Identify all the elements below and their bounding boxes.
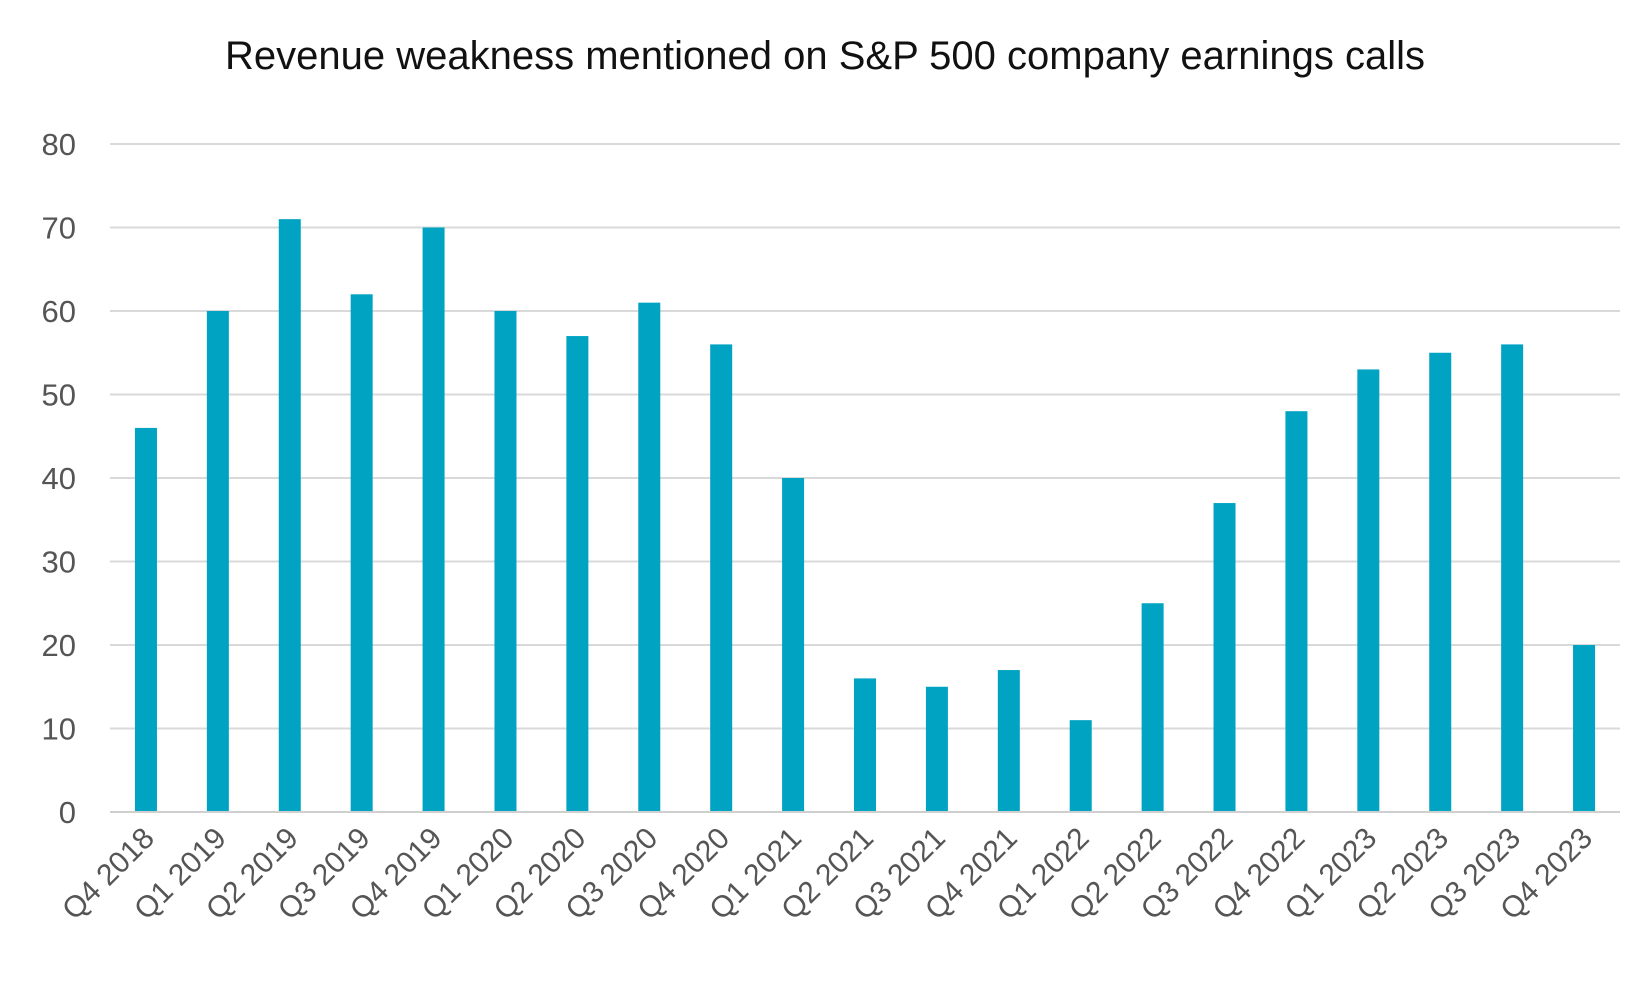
y-tick-label: 70	[42, 211, 76, 246]
bar	[1501, 344, 1524, 812]
bar	[782, 478, 805, 812]
bar	[1573, 645, 1596, 812]
bar	[925, 686, 948, 812]
bar	[710, 344, 733, 812]
y-tick-label: 60	[42, 294, 76, 329]
bar	[422, 227, 445, 812]
bar	[494, 311, 517, 812]
y-tick-label: 80	[42, 127, 76, 162]
bar	[1069, 720, 1092, 812]
y-tick-label: 40	[42, 461, 76, 496]
bar	[134, 427, 157, 812]
gridlines	[110, 143, 1620, 730]
y-tick-label: 10	[42, 712, 76, 747]
bar	[638, 302, 661, 812]
bar	[1141, 603, 1164, 812]
bar	[1357, 369, 1380, 812]
bar	[1213, 503, 1236, 812]
chart-title: Revenue weakness mentioned on S&P 500 co…	[225, 34, 1425, 78]
bars	[134, 219, 1596, 812]
bar	[1285, 411, 1308, 812]
bar	[854, 678, 876, 812]
bar	[350, 294, 373, 812]
bar	[997, 670, 1020, 812]
bar	[566, 336, 589, 812]
bar	[1429, 352, 1452, 812]
y-tick-label: 30	[42, 545, 76, 580]
bar	[206, 311, 229, 812]
bar	[278, 219, 301, 812]
y-axis-ticks: 0 10 20 30 40 50 60 70 80	[42, 127, 76, 830]
y-tick-label: 0	[59, 795, 76, 830]
y-tick-label: 20	[42, 628, 76, 663]
y-tick-label: 50	[42, 378, 76, 413]
